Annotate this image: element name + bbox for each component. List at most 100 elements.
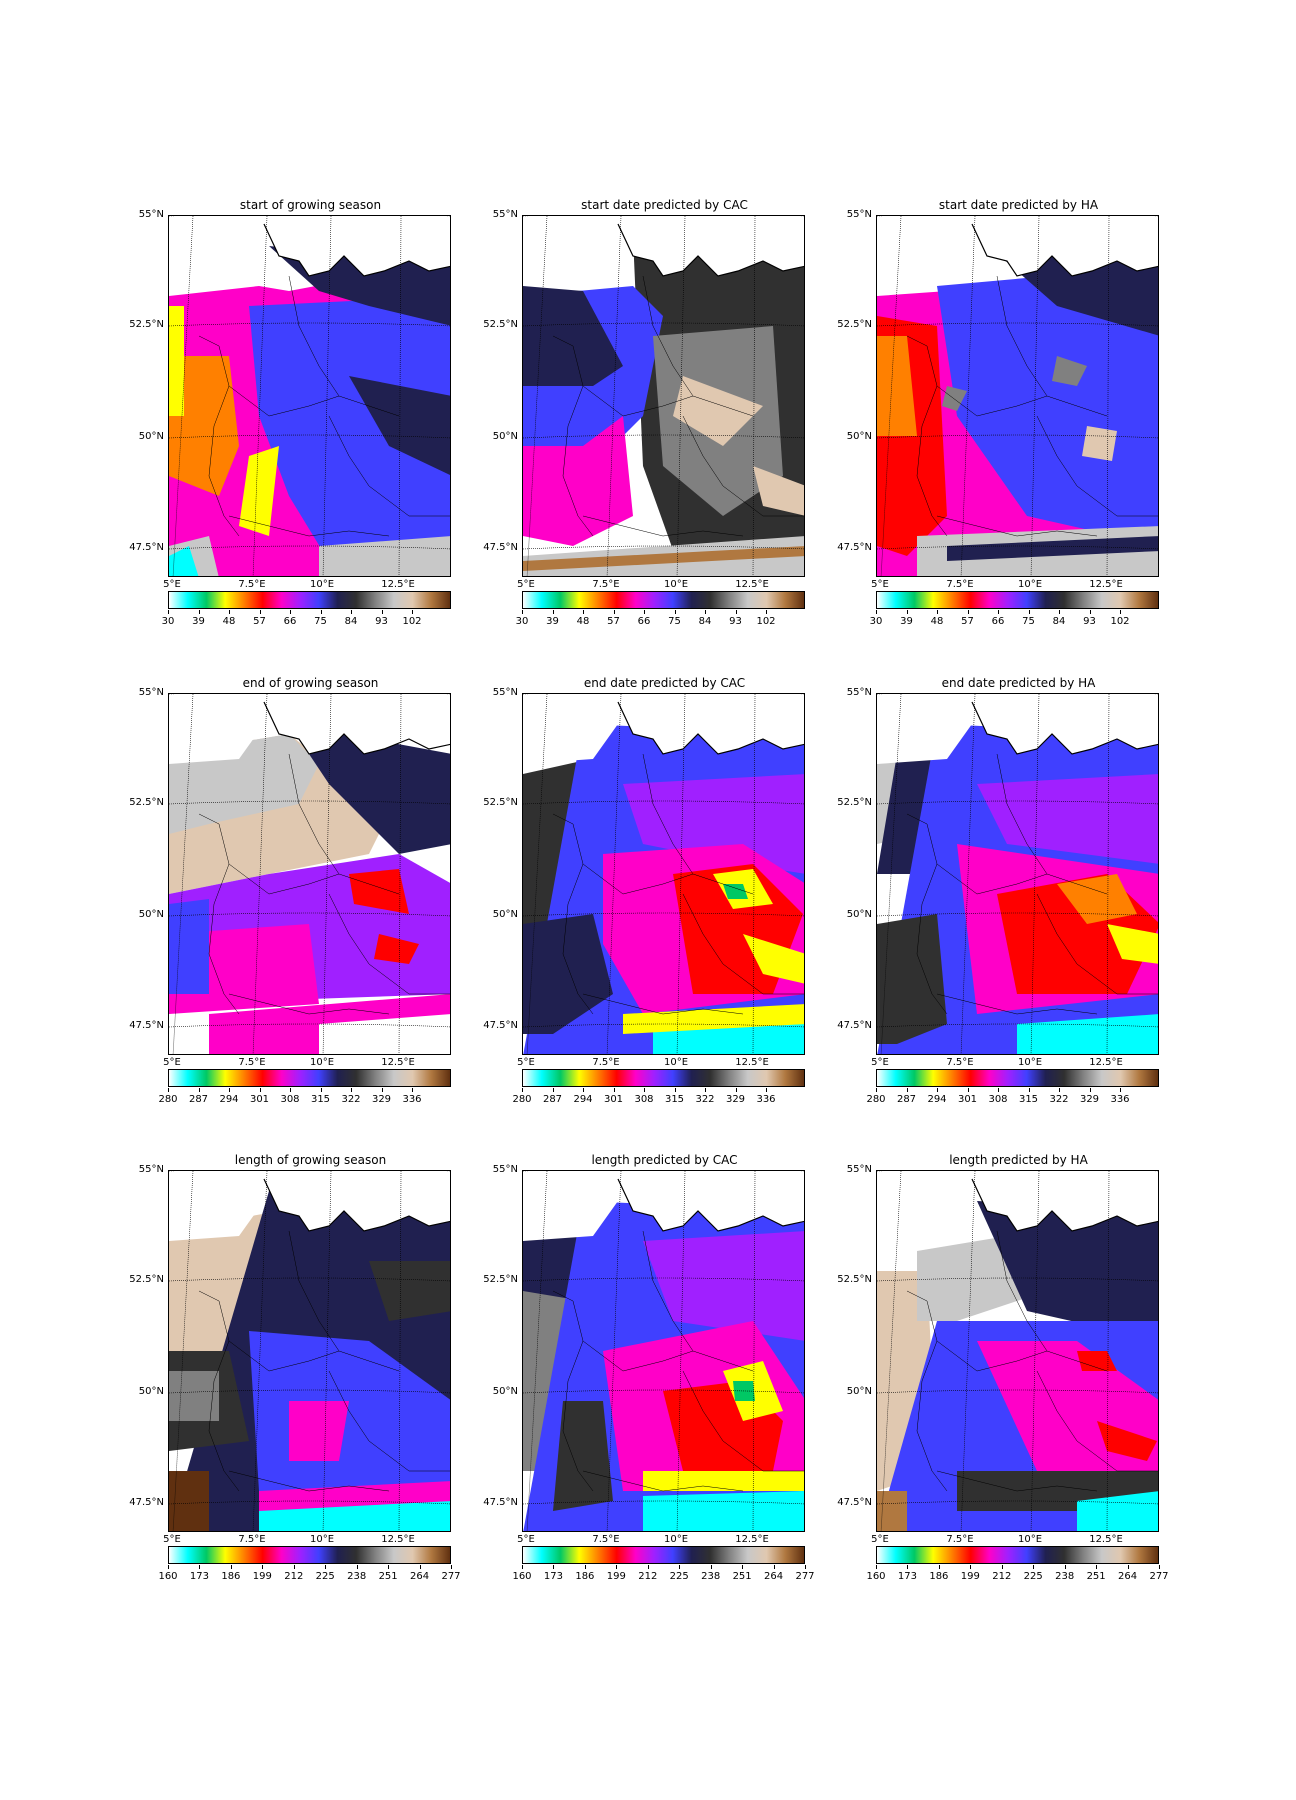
coastline [617, 223, 804, 277]
latitude-label: 47.5°N [483, 1020, 518, 1031]
latitude-gridline [523, 800, 804, 805]
colorbar-tick [644, 610, 645, 614]
field-region [169, 1471, 209, 1531]
colorbar-tick-label: 39 [900, 616, 913, 627]
colorbar-tick [199, 1565, 201, 1569]
colorbar-gradient [877, 1070, 1158, 1086]
colorbar-tick [674, 610, 676, 614]
colorbar-tick-label: 277 [795, 1571, 815, 1582]
longitude-gridline [252, 1171, 268, 1531]
colorbar-tick [773, 1565, 775, 1569]
colorbar-tick [290, 1088, 291, 1092]
map-panel: start of growing season 55°N 52.5°N 50°N 47.… [129, 198, 458, 628]
latitude-gridline [523, 545, 804, 550]
colorbar-gradient [523, 1547, 804, 1563]
map-panel: end date predicted by CAC 55°N 52.5°N 50°N 4… [483, 676, 812, 1106]
colorbar-tick-label: 251 [732, 1571, 752, 1582]
colorbar-tick [998, 610, 999, 614]
country-border [996, 753, 1048, 875]
sea-region [523, 1171, 804, 1231]
colorbar [522, 1546, 805, 1564]
latitude-gridline [169, 1023, 450, 1028]
colorbar-tick [320, 610, 322, 614]
colorbar-tick [584, 1565, 586, 1569]
longitude-label: 7.5°E [238, 1057, 266, 1068]
colorbar-tick [259, 610, 261, 614]
country-border [1036, 893, 1158, 995]
colorbar-gradient [169, 592, 450, 608]
latitude-gridline [523, 1500, 804, 1505]
colorbar-tick-label: 75 [668, 616, 681, 627]
field-region [977, 774, 1158, 864]
field-region [523, 416, 633, 546]
map-panel: end of growing season 55°N 52.5°N 50°N 47.5°… [129, 676, 458, 1106]
map-area [168, 215, 451, 577]
colorbar-tick-label: 277 [1149, 1571, 1169, 1582]
panel-title: end date predicted by HA [941, 676, 1096, 690]
country-border [328, 893, 450, 995]
longitude-label: 12.5°E [735, 1534, 769, 1545]
colorbar-tick-label: 57 [961, 616, 974, 627]
colorbar-tick-label: 212 [284, 1571, 304, 1582]
coastline [617, 701, 804, 755]
country-border [288, 753, 340, 875]
latitude-gridline [169, 1277, 450, 1282]
latitude-label: 55°N [846, 209, 872, 220]
country-border [552, 335, 594, 537]
longitude-label: 10°E [1017, 1534, 1043, 1545]
longitude-label: 5°E [517, 579, 535, 590]
colorbar-tick-label: 66 [991, 616, 1005, 627]
colorbar-tick-label: 251 [378, 1571, 398, 1582]
field-region [623, 1004, 804, 1034]
longitude-label: 5°E [871, 1057, 889, 1068]
latitude-label: 55°N [492, 687, 518, 698]
colorbar-tick-label: 251 [1086, 1571, 1106, 1582]
country-border [936, 385, 1108, 417]
latitude-gridline [169, 1389, 450, 1394]
country-border [228, 1340, 400, 1372]
colorbar-tick [937, 1088, 938, 1092]
colorbar-tick [451, 1565, 452, 1569]
colorbar-tick-label: 308 [280, 1094, 300, 1105]
coastline [263, 223, 450, 277]
panel-title: end date predicted by CAC [583, 676, 746, 690]
colorbar-tick [967, 610, 969, 614]
longitude-gridline [322, 216, 332, 576]
colorbar-tick-label: 225 [315, 1571, 335, 1582]
colorbar-tick [735, 610, 737, 614]
latitude-label: 50°N [138, 1386, 164, 1397]
colorbar-tick-label: 277 [441, 1571, 461, 1582]
longitude-label: 12.5°E [1089, 1534, 1123, 1545]
colorbar-tick [412, 1088, 413, 1092]
panel-title: start date predicted by HA [938, 198, 1099, 212]
longitude-label: 10°E [663, 1057, 689, 1068]
longitude-gridline [172, 216, 194, 576]
latitude-gridline [169, 800, 450, 805]
coastline [617, 1178, 804, 1232]
coastline [971, 223, 1158, 277]
no-data-region [877, 1171, 972, 1241]
field-region [947, 536, 1158, 561]
longitude-gridline [752, 694, 756, 1054]
latitude-label: 52.5°N [837, 1274, 872, 1285]
colorbar [522, 591, 805, 609]
longitude-gridline [526, 216, 548, 576]
country-border [642, 275, 694, 397]
country-border [328, 415, 450, 517]
no-data-region [877, 216, 972, 286]
no-data-region [169, 694, 264, 764]
colorbar-tick [742, 1565, 744, 1569]
country-border [642, 753, 694, 875]
colorbar-tick [583, 610, 584, 614]
latitude-label: 50°N [492, 909, 518, 920]
colorbar-tick-label: 329 [1079, 1094, 1100, 1105]
field-region [877, 336, 917, 436]
colorbar-tick-label: 199 [960, 1571, 980, 1582]
panel-title: start of growing season [239, 198, 382, 212]
colorbar-tick-label: 322 [1049, 1094, 1069, 1105]
latitude-label: 47.5°N [837, 1497, 872, 1508]
field-region [643, 1491, 804, 1531]
colorbar-tick-label: 225 [669, 1571, 689, 1582]
colorbar-tick-label: 308 [988, 1094, 1008, 1105]
colorbar-tick [766, 610, 767, 614]
